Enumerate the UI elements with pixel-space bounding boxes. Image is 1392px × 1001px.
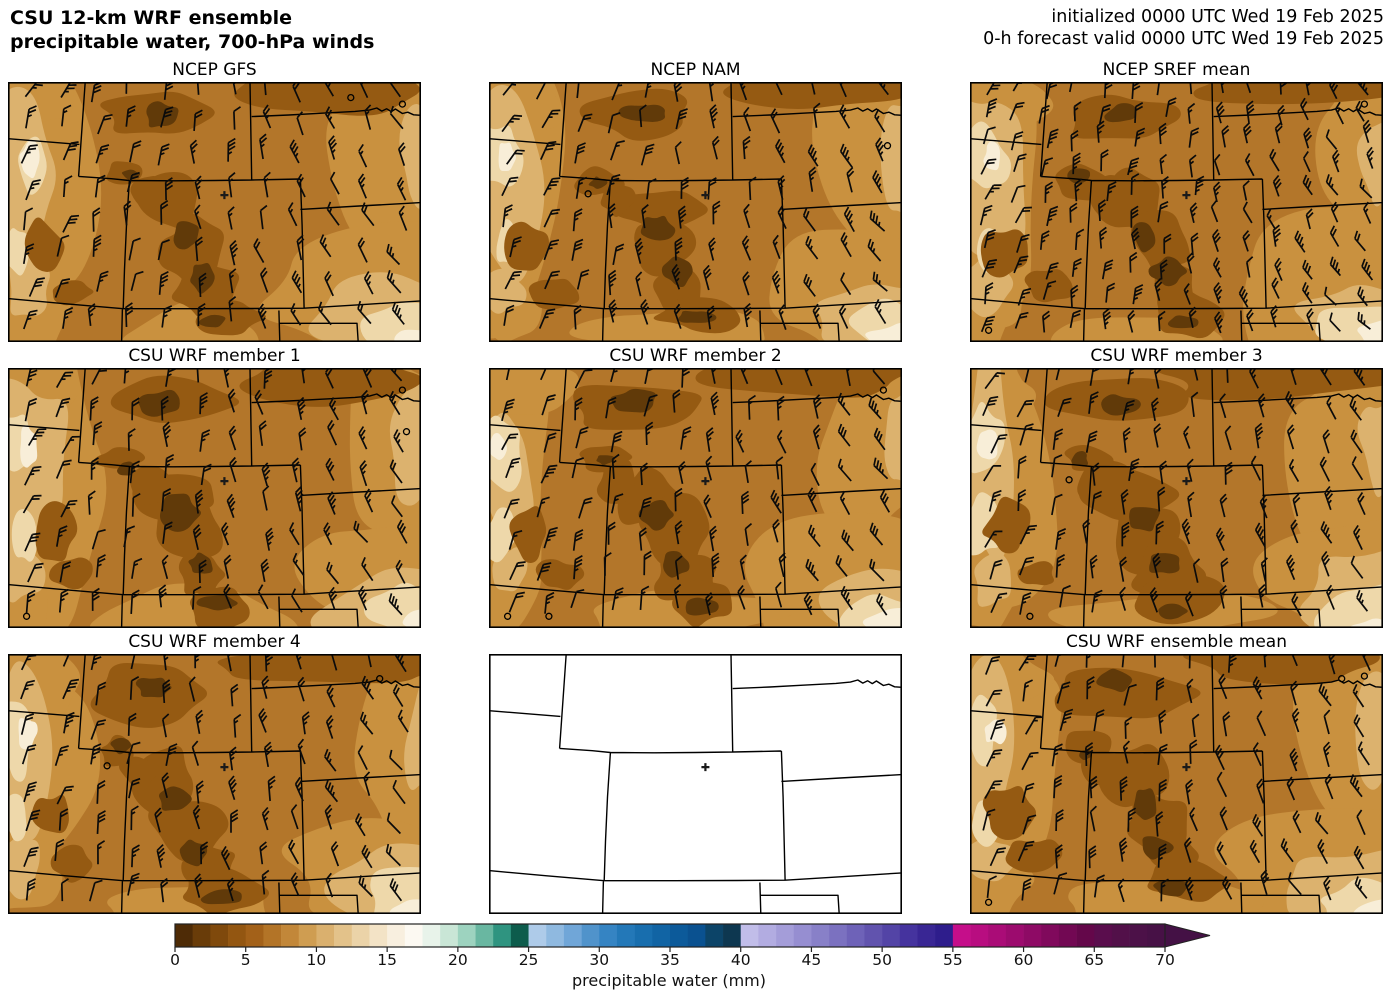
wind-barbs: [982, 654, 1371, 903]
map-svg: [8, 654, 421, 914]
colorbar-tick-label: 60: [1013, 951, 1034, 969]
state-borders: [970, 654, 1383, 914]
colorbar-label: precipitable water (mm): [571, 971, 766, 990]
map-svg: [970, 368, 1383, 628]
panel-title: CSU WRF member 2: [609, 346, 782, 366]
map-svg: [489, 654, 902, 914]
figure-title-line1: CSU 12-km WRF ensemble: [10, 7, 292, 29]
panel-csu-wrf-ensemble-mean: CSU WRF ensemble mean: [970, 632, 1383, 914]
location-marker: [701, 477, 710, 486]
panel-ncep-nam: NCEP NAM: [489, 60, 902, 342]
state-borders: [8, 82, 421, 342]
panel-title: CSU WRF member 1: [128, 346, 301, 366]
panel-title: NCEP NAM: [650, 60, 741, 80]
wind-barbs: [20, 654, 409, 903]
panel-csu-wrf-member-1: CSU WRF member 1: [8, 346, 421, 628]
panel-csu-wrf-member-3: CSU WRF member 3: [970, 346, 1383, 628]
colorbar-tick-label: 20: [447, 951, 468, 969]
contour-circle: [879, 386, 888, 394]
location-marker: [220, 477, 229, 486]
contour-circle: [584, 190, 592, 198]
contour-circle: [402, 428, 411, 436]
state-borders: [489, 82, 902, 342]
colorbar-tick-label: 35: [660, 951, 680, 969]
colorbar-tick-label: 45: [801, 951, 822, 969]
panel-ncep-sref-mean: NCEP SREF mean: [970, 60, 1383, 342]
contour-circle: [1065, 476, 1073, 484]
state-borders: [489, 654, 902, 914]
contour-circle: [103, 762, 111, 770]
colorbar-tick-label: 15: [377, 951, 397, 969]
panel-title: NCEP GFS: [172, 60, 257, 80]
map-svg: [489, 82, 902, 342]
panel-title: CSU WRF member 3: [1090, 346, 1263, 366]
contour-circle: [984, 898, 993, 906]
panel-title: CSU WRF member 4: [128, 632, 301, 652]
pw-contours: [8, 654, 421, 914]
wind-barbs: [501, 82, 889, 330]
contour-circle: [398, 100, 407, 108]
contour-circle: [883, 142, 892, 150]
state-borders: [970, 82, 1383, 342]
contour-circle: [1026, 612, 1034, 620]
figure-title: CSU 12-km WRF ensemble precipitable water…: [10, 6, 374, 54]
colorbar-bar: [174, 923, 1211, 952]
contour-circle: [347, 93, 355, 102]
colorbar-tick-label: 5: [240, 951, 251, 969]
colorbar-tick-label: 30: [589, 951, 610, 969]
panel-title: CSU WRF ensemble mean: [1065, 632, 1287, 652]
colorbar-tick-label: 55: [942, 951, 963, 969]
contour-circle: [398, 386, 407, 394]
pw-contours: [8, 368, 421, 628]
colorbar-tick-label: 70: [1155, 951, 1175, 969]
pw-contours: [970, 368, 1383, 628]
valid-time: 0-h forecast valid 0000 UTC Wed 19 Feb 2…: [983, 29, 1384, 49]
panel-ncep-gfs: NCEP GFS: [8, 60, 421, 342]
wind-barbs: [982, 368, 1369, 617]
panel-csu-wrf-member-2: CSU WRF member 2: [489, 346, 902, 628]
init-time: initialized 0000 UTC Wed 19 Feb 2025: [1051, 7, 1384, 27]
colorbar-tick-label: 0: [170, 951, 180, 969]
colorbar-arrow: [1164, 923, 1211, 948]
contour-circle: [376, 675, 384, 683]
contour-circle: [545, 612, 553, 620]
colorbar-tick-label: 50: [872, 951, 892, 969]
map-svg: [8, 82, 421, 342]
state-borders: [489, 368, 902, 628]
wind-barbs: [501, 368, 891, 616]
wind-barbs: [20, 82, 408, 330]
map-svg: [970, 654, 1383, 914]
location-marker: [220, 763, 229, 772]
colorbar-tick-label: 40: [730, 951, 751, 969]
wind-barbs: [979, 82, 1374, 334]
pw-contours: [970, 654, 1383, 914]
colorbar-tick-label: 65: [1084, 951, 1105, 969]
location-marker: [1182, 763, 1191, 772]
location-marker: [1182, 477, 1191, 486]
contour-circle: [1360, 100, 1369, 108]
location-marker: [220, 191, 229, 200]
map-svg: [970, 82, 1383, 342]
colorbar: [174, 923, 1234, 955]
location-marker: [701, 191, 710, 200]
map-svg: [8, 368, 421, 628]
colorbar-tick-label: 10: [306, 951, 327, 969]
colorbar-tick-label: 25: [518, 951, 539, 969]
contour-circle: [503, 612, 512, 620]
panel-title: NCEP SREF mean: [1102, 60, 1251, 80]
wind-barbs: [22, 368, 408, 616]
map-svg: [489, 368, 902, 628]
contour-circle: [1360, 672, 1369, 680]
location-marker: [701, 763, 710, 772]
figure-title-line2: precipitable water, 700-hPa winds: [10, 31, 375, 53]
panel-csu-wrf-member-4: CSU WRF member 4: [8, 632, 421, 914]
contour-circle: [984, 326, 993, 334]
pw-contours: [489, 82, 902, 342]
location-marker: [1182, 191, 1191, 200]
contour-circle: [1338, 675, 1346, 683]
figure-times: initialized 0000 UTC Wed 19 Feb 2025 0-h …: [983, 6, 1384, 50]
panel-blank: [489, 654, 902, 914]
